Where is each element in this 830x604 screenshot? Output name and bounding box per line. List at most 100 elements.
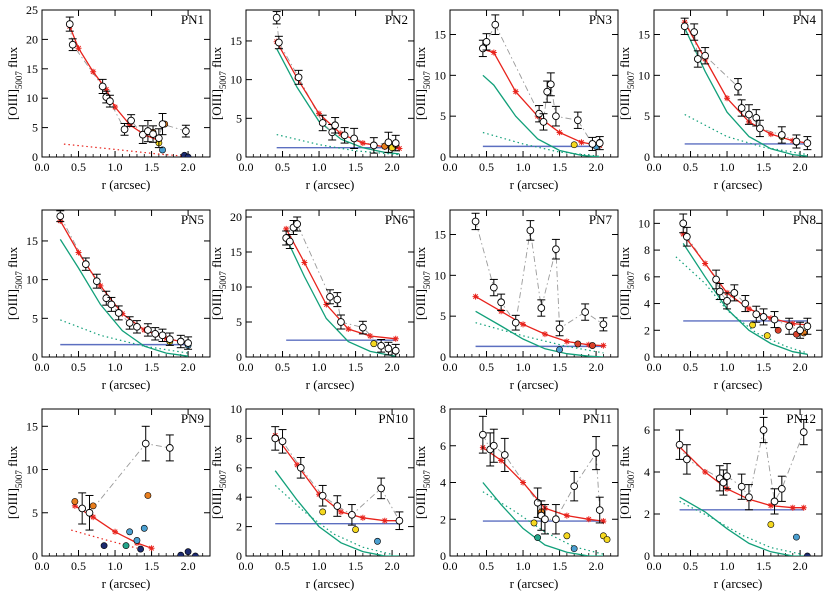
red-model-star <box>392 335 399 342</box>
observed-data-point <box>500 451 509 459</box>
observed-data-point <box>785 322 793 331</box>
plot-area <box>271 426 404 556</box>
plot-area <box>680 17 812 157</box>
red-model-star <box>585 516 592 523</box>
plot-frame <box>41 209 211 358</box>
x-axis-label: r (arcsec) <box>510 377 559 392</box>
observed-data-point <box>144 326 152 334</box>
x-tick-label: 1.5 <box>756 160 771 174</box>
y-tick-label: 5 <box>32 311 38 325</box>
x-tick-label: 1.0 <box>720 160 735 174</box>
panel-title: PN9 <box>181 411 204 426</box>
observed-data-point <box>690 28 699 36</box>
observed-data-point <box>165 335 174 344</box>
red-model-star <box>724 95 731 102</box>
observed-data-point <box>533 498 542 507</box>
observed-data-point <box>756 124 764 133</box>
y-tick-label: 0 <box>644 350 650 364</box>
observed-data-point <box>792 137 801 146</box>
x-axis-label: r (arcsec) <box>306 377 355 392</box>
x-tick-label: 0.0 <box>239 360 254 374</box>
y-tick-label: 10 <box>230 402 242 416</box>
x-tick-label: 2.0 <box>793 360 808 374</box>
plot-frame <box>449 9 619 158</box>
plot-area <box>478 415 611 556</box>
observed-data-point <box>680 22 689 31</box>
x-axis-label: r (arcsec) <box>102 377 151 392</box>
x-tick-label: 0.0 <box>239 160 254 174</box>
panel-title: PN6 <box>385 212 409 227</box>
observed-data-point <box>482 37 491 46</box>
observed-data-point <box>539 118 548 126</box>
red-model-star <box>148 545 155 552</box>
observed-data-point <box>285 237 294 246</box>
y-tick-label: 4 <box>644 297 650 311</box>
x-tick-label: 1.0 <box>516 559 531 573</box>
x-tick-label: 1.0 <box>108 559 123 573</box>
observed-trend-line <box>275 437 400 521</box>
green-dotted-model <box>684 113 808 156</box>
green-dotted-model <box>475 322 604 354</box>
observed-data-point <box>537 304 546 312</box>
y-tick-label: 6 <box>644 270 650 284</box>
plot-frame <box>245 9 415 158</box>
red-model-star <box>745 305 752 312</box>
observed-data-point <box>326 292 334 301</box>
x-tick-label: 0.0 <box>443 160 458 174</box>
x-tick-label: 0.5 <box>71 160 86 174</box>
y-axis-label: [OIII]5007 flux <box>5 246 24 320</box>
red-model-line <box>684 21 808 144</box>
red-model-star <box>359 514 366 521</box>
y-tick-label: 8 <box>644 243 650 257</box>
observed-data-point <box>56 212 65 221</box>
red-model-star <box>316 491 323 498</box>
y-tick-label: 8 <box>440 402 446 416</box>
y-tick-label: 10 <box>434 68 446 82</box>
observed-trend-line <box>482 23 600 145</box>
x-tick-label: 1.0 <box>312 559 327 573</box>
y-tick-label: 5 <box>32 506 38 520</box>
chart-panel-pn11: 0.0 0.5 1.0 1.5 2.0 0 2 4 6 8 r (arcsec) [OIII]5007… <box>413 402 619 591</box>
panel-title: PN7 <box>589 212 613 227</box>
observed-data-point <box>296 463 305 472</box>
observed-data-point <box>497 298 505 307</box>
chart-panel-pn3: 0.0 0.5 1.0 1.5 2.0 0 5 10 15 r (arcsec) [OIII]500… <box>413 9 619 192</box>
observed-data-point <box>369 141 378 150</box>
x-tick-label: 0.0 <box>239 559 254 573</box>
x-tick-label: 0.0 <box>35 360 50 374</box>
x-axis-label: r (arcsec) <box>714 576 763 591</box>
x-tick-label: 0.5 <box>479 559 494 573</box>
x-tick-label: 0.0 <box>647 160 662 174</box>
chart-panel-pn5: 0.0 0.5 1.0 1.5 2.0 0 5 10 15 r (arcsec) [OIII]500… <box>5 209 211 392</box>
red-model-star <box>556 129 563 136</box>
observed-data-point <box>395 516 404 525</box>
colored-data-point <box>563 532 571 540</box>
y-tick-label: 0 <box>236 549 242 563</box>
red-model-star <box>337 508 344 515</box>
x-tick-label: 2.0 <box>181 360 196 374</box>
x-tick-label: 2.0 <box>589 360 604 374</box>
red-model-star <box>367 333 374 339</box>
observed-data-point <box>588 140 597 148</box>
y-tick-label: 0 <box>644 150 650 164</box>
y-tick-label: 10 <box>26 463 38 477</box>
observed-data-point <box>770 497 779 506</box>
colored-data-point <box>570 141 578 149</box>
y-tick-label: 0 <box>440 350 446 364</box>
y-tick-label: 20 <box>26 32 38 46</box>
red-model-star <box>71 502 78 509</box>
observed-data-point <box>599 320 608 329</box>
x-tick-label: 2.0 <box>181 160 196 174</box>
colored-data-point <box>749 321 757 329</box>
observed-data-point <box>479 44 487 53</box>
red-model-star <box>702 260 709 267</box>
observed-data-point <box>184 339 192 347</box>
plot-area <box>63 16 192 157</box>
observed-data-point <box>595 139 604 147</box>
red-model-star <box>600 518 607 525</box>
observed-data-point <box>552 112 560 121</box>
panel-title: PN11 <box>583 411 612 426</box>
red-model-star <box>90 514 97 521</box>
red-model-star <box>789 504 796 511</box>
